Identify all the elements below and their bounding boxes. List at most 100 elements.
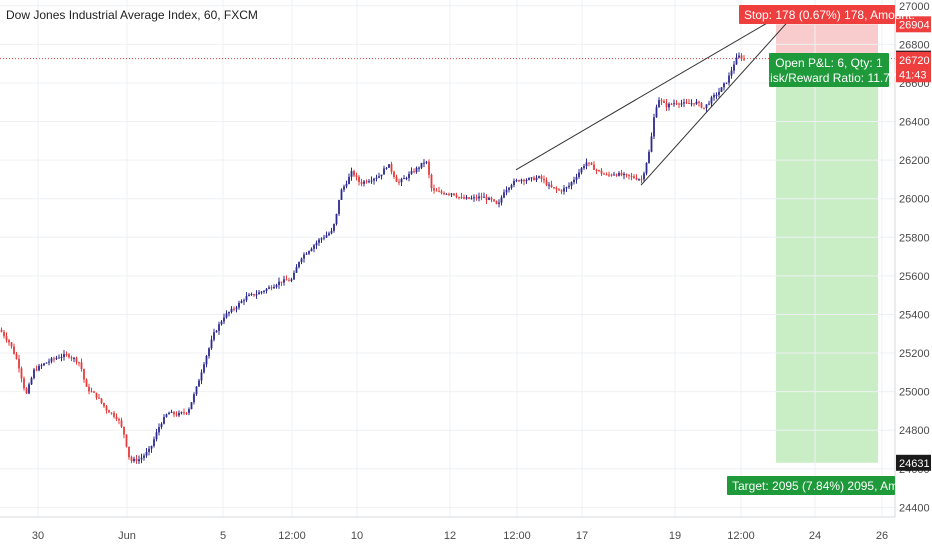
- candle-body: [225, 313, 228, 318]
- candle-body: [323, 237, 325, 239]
- candle-body: [483, 196, 485, 198]
- candle-body: [145, 451, 148, 456]
- candle-body: [635, 177, 638, 180]
- y-tick-label: 24800: [899, 425, 930, 437]
- candle-body: [30, 378, 33, 385]
- candle-body: [83, 369, 85, 380]
- candle-body: [610, 174, 613, 176]
- candle-body: [320, 238, 323, 240]
- candle-body: [195, 386, 198, 395]
- candle-body: [170, 411, 173, 413]
- target-annotation-bg: [727, 476, 895, 495]
- candle-body: [93, 391, 95, 393]
- candle-body: [688, 103, 690, 105]
- candle-body: [283, 279, 285, 283]
- candle-body: [470, 198, 473, 200]
- candle-body: [440, 191, 443, 193]
- candle-body: [533, 177, 535, 181]
- candle-body: [253, 293, 255, 296]
- candle-body: [650, 136, 653, 152]
- candle-body: [718, 91, 720, 95]
- stop-annotation: Stop: 178 (0.67%) 178, Amount:: [744, 8, 915, 22]
- candle-body: [148, 448, 150, 452]
- candle-body: [50, 358, 53, 362]
- candle-body: [43, 363, 45, 366]
- candle-body: [655, 107, 658, 118]
- candle-body: [125, 434, 128, 447]
- candle-body: [108, 410, 110, 413]
- price-label-bg: [896, 454, 931, 471]
- candle-body: [310, 248, 313, 252]
- candle-body: [385, 167, 388, 169]
- candle-body: [593, 164, 595, 170]
- candle-body: [625, 173, 628, 175]
- candle-body: [668, 103, 670, 108]
- candle-body: [95, 392, 98, 398]
- price-label-bg: [896, 51, 931, 68]
- candle-body: [665, 102, 668, 108]
- candle-body: [670, 103, 673, 105]
- candle-body: [490, 197, 493, 200]
- candle-body: [450, 193, 453, 195]
- candle-body: [53, 358, 55, 360]
- candle-body: [103, 402, 105, 407]
- candle-body: [558, 189, 560, 191]
- candle-body: [390, 164, 393, 172]
- candle-body: [705, 104, 708, 108]
- candle-body: [338, 199, 340, 214]
- x-tick-label: 12:00: [278, 530, 306, 542]
- candle-body: [33, 369, 35, 379]
- candle-body: [378, 176, 380, 178]
- candle-body: [230, 308, 233, 313]
- candle-body: [383, 168, 385, 175]
- stop-annotation-bg: [739, 5, 895, 24]
- x-tick-label: 26: [876, 530, 888, 542]
- candle-body: [413, 171, 415, 173]
- candle-body: [58, 357, 60, 359]
- candle-body: [618, 172, 620, 176]
- candle-body: [545, 180, 548, 186]
- candle-body: [48, 361, 50, 363]
- candle-body: [200, 372, 203, 381]
- time-axis: [0, 517, 932, 550]
- candle-body: [485, 196, 488, 200]
- candle-body: [518, 180, 520, 182]
- candle-body: [315, 242, 318, 246]
- price-label-bg: [896, 66, 931, 83]
- pnl-label: Open P&L: 6, Qty: 1: [775, 56, 883, 70]
- candle-body: [430, 174, 433, 189]
- candle-body: [588, 162, 590, 164]
- candle-body: [138, 459, 140, 462]
- y-tick-label: 24400: [899, 502, 930, 514]
- candle-body: [678, 103, 680, 105]
- candle-body: [5, 336, 8, 341]
- candle-body: [465, 197, 468, 199]
- candle-body: [175, 414, 178, 416]
- candle-body: [245, 296, 248, 301]
- candle-body: [55, 357, 58, 359]
- candle-body: [250, 293, 253, 295]
- candle-body: [180, 412, 183, 414]
- candle-body: [710, 97, 713, 104]
- candle-body: [743, 58, 745, 60]
- candle-body: [715, 94, 718, 96]
- candle-body: [173, 411, 175, 415]
- candle-body: [420, 162, 423, 168]
- candle-body: [515, 180, 518, 182]
- y-tick-label: 26400: [899, 117, 930, 129]
- candle-body: [728, 75, 730, 83]
- candle-body: [73, 357, 75, 359]
- candle-body: [88, 386, 90, 392]
- candle-body: [645, 162, 648, 174]
- candle-body: [605, 174, 608, 176]
- candle-body: [638, 179, 640, 181]
- candle-body: [500, 197, 503, 203]
- x-tick-label: 17: [576, 530, 588, 542]
- candle-body: [165, 414, 168, 417]
- candle-body: [600, 170, 603, 174]
- candle-body: [135, 458, 138, 462]
- trendline-1: [515, 9, 791, 171]
- price-label-bg: [896, 16, 931, 33]
